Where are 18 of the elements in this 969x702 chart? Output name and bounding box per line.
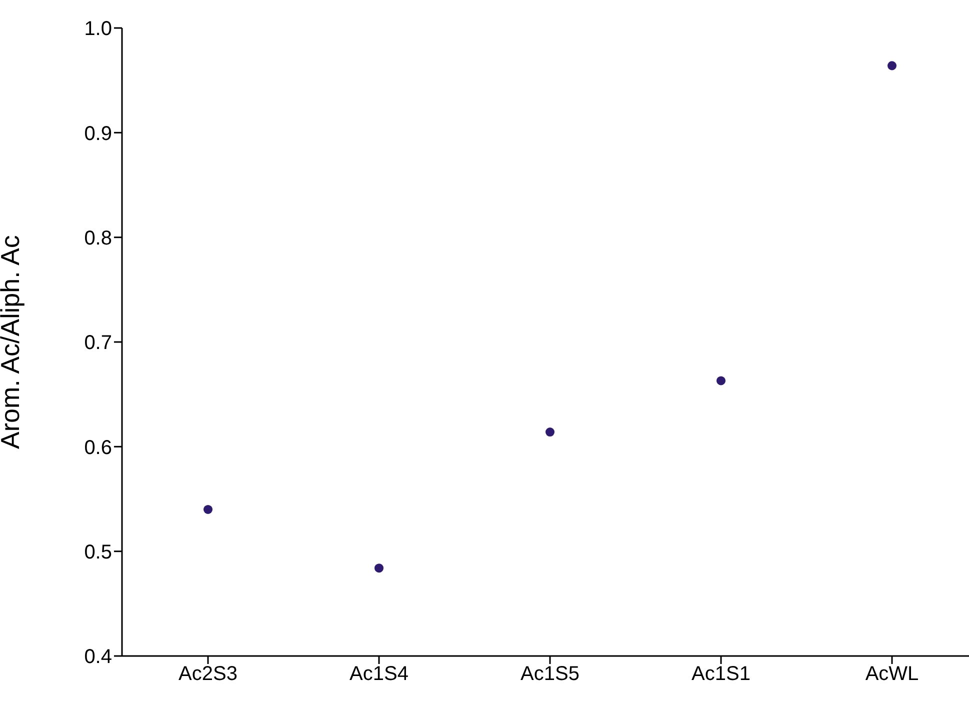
x-tick-label: Ac2S3 [178,663,238,686]
y-tick-label: 0.4 [84,646,112,668]
point [203,504,213,514]
point [374,564,384,573]
point [887,61,897,70]
point [716,376,726,386]
point [545,428,555,437]
y-tick-label: 0.6 [84,436,112,459]
x-tick-label: AcWL [865,663,919,686]
y-axis-title: Arom. Ac/Aliph. Ac [0,235,26,449]
y-tick-label: 0.7 [84,332,112,354]
y-tick-label: 0.5 [84,541,112,564]
x-tick-label: Ac1S4 [350,663,408,686]
y-tick-label: 0.8 [84,227,112,250]
y-tick-label: 1.0 [84,18,112,40]
y-tick-label: 0.9 [84,122,112,145]
x-tick-label: Ac1S1 [692,663,750,686]
x-tick-label: Ac1S5 [520,663,580,686]
